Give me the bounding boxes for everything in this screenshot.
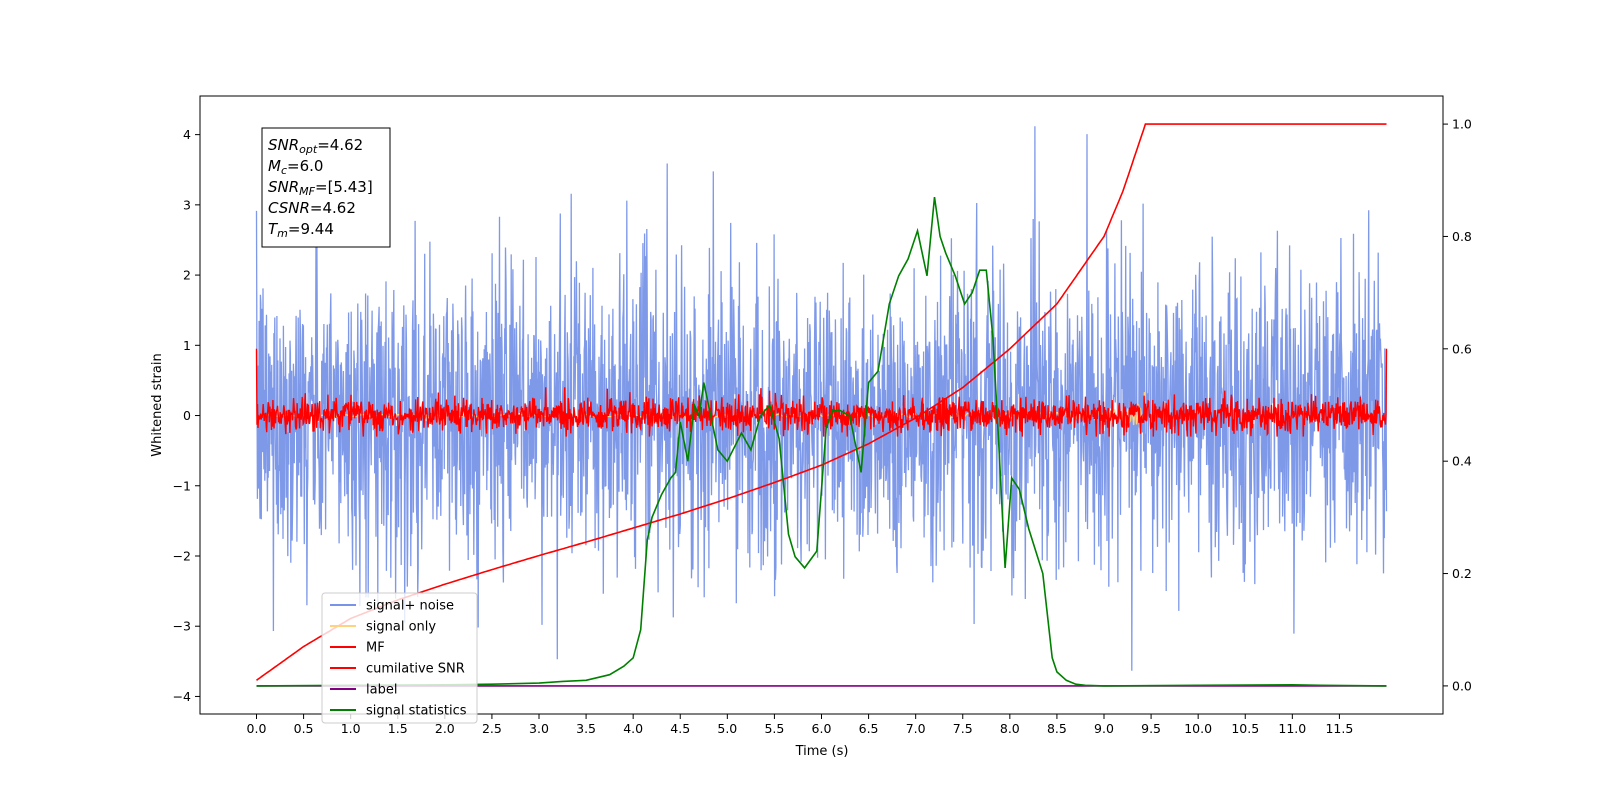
info-box-frame — [261, 127, 391, 248]
signal-statistics-series — [256, 196, 1387, 687]
x-tick-label: 3.5 — [576, 721, 596, 736]
legend: signal+ noise signal only MF cumilative SNR… — [321, 592, 478, 724]
x-tick-label: 1.5 — [388, 721, 408, 736]
info-box-line: SNRMF=[5.43] — [268, 178, 373, 198]
x-tick-label: 10.0 — [1184, 721, 1212, 736]
info-box-line: Mc=6.0 — [268, 157, 323, 177]
x-tick-label: 7.5 — [953, 721, 973, 736]
x-tick-label: 6.5 — [859, 721, 879, 736]
signal-noise-line — [255, 126, 1388, 671]
x-tick-label: 9.5 — [1141, 721, 1161, 736]
x-tick-label: 9.0 — [1094, 721, 1114, 736]
signal-statistics-line — [256, 196, 1387, 687]
y-tick-label: −2 — [173, 548, 191, 563]
y-tick-label: 1 — [183, 338, 191, 353]
legend-label: signal statistics — [366, 704, 467, 719]
x-axis: 0.0 0.5 1.0 1.5 2.0 2.5 3.0 3.5 4.0 4.5 5.0 5.5 6.0 6… — [247, 714, 1353, 736]
x-tick-label: 4.0 — [623, 721, 643, 736]
x-tick-label: 0.5 — [294, 721, 314, 736]
legend-label: cumilative SNR — [366, 662, 465, 677]
x-tick-label: 2.5 — [482, 721, 502, 736]
plot-area — [255, 123, 1388, 687]
x-axis-label: Time (s) — [795, 744, 849, 759]
y-right-tick-label: 1.0 — [1452, 117, 1472, 132]
info-value: =4.62 — [310, 199, 356, 217]
info-sub: c — [281, 164, 287, 177]
info-box-line: SNRopt=4.62 — [268, 136, 363, 156]
x-tick-label: 8.5 — [1047, 721, 1067, 736]
x-tick-label: 4.5 — [670, 721, 690, 736]
y-tick-label: 3 — [183, 197, 191, 212]
info-var: CSNR — [268, 199, 310, 217]
legend-label: MF — [366, 641, 385, 656]
info-sub: MF — [299, 185, 315, 198]
info-var: SNR — [268, 136, 299, 154]
legend-frame — [321, 592, 478, 724]
x-tick-label: 3.0 — [529, 721, 549, 736]
info-box: SNRopt=4.62Mc=6.0SNRMF=[5.43]CSNR=4.62Tm… — [261, 127, 391, 248]
y-right-tick-label: 0.6 — [1452, 341, 1472, 356]
y-tick-label: −1 — [173, 478, 191, 493]
x-tick-label: 1.0 — [341, 721, 361, 736]
signal-noise-series — [255, 126, 1388, 671]
info-box-line: Tm=9.44 — [268, 220, 334, 240]
x-tick-label: 10.5 — [1231, 721, 1259, 736]
info-var: T — [268, 220, 279, 238]
info-var: M — [268, 157, 281, 175]
info-box-line: CSNR=4.62 — [268, 199, 356, 217]
y-axis-right: 0.0 0.2 0.4 0.6 0.8 1.0 — [1443, 117, 1472, 693]
y-right-tick-label: 0.8 — [1452, 229, 1472, 244]
x-tick-label: 11.0 — [1278, 721, 1306, 736]
y-tick-label: −3 — [173, 619, 191, 634]
info-value: =6.0 — [287, 157, 323, 175]
y-axis-left: −4 −3 −2 −1 0 1 2 3 4 — [173, 127, 200, 704]
x-tick-label: 11.5 — [1325, 721, 1353, 736]
info-value: =4.62 — [317, 136, 363, 154]
mf-series — [255, 348, 1388, 437]
info-var: SNR — [268, 178, 299, 196]
x-tick-label: 0.0 — [247, 721, 267, 736]
info-value: =9.44 — [288, 220, 334, 238]
mf-line — [255, 348, 1388, 437]
x-tick-label: 7.0 — [906, 721, 926, 736]
y-tick-label: 4 — [183, 127, 191, 142]
y-right-tick-label: 0.0 — [1452, 678, 1472, 693]
x-tick-label: 5.5 — [764, 721, 784, 736]
x-tick-label: 6.0 — [812, 721, 832, 736]
y-right-tick-label: 0.2 — [1452, 566, 1472, 581]
cumulative-snr-line — [256, 123, 1387, 681]
legend-label: signal+ noise — [366, 599, 454, 614]
cumulative-snr-series — [256, 123, 1387, 681]
info-sub: m — [277, 227, 288, 240]
legend-label: label — [366, 683, 397, 698]
legend-label: signal only — [366, 620, 436, 635]
x-tick-label: 8.0 — [1000, 721, 1020, 736]
y-tick-label: −4 — [173, 689, 191, 704]
y-right-tick-label: 0.4 — [1452, 454, 1472, 469]
y-axis-label: Whitened strain — [150, 353, 165, 456]
info-sub: opt — [299, 143, 318, 156]
info-value: =[5.43] — [315, 178, 373, 196]
x-tick-label: 2.0 — [435, 721, 455, 736]
x-tick-label: 5.0 — [717, 721, 737, 736]
y-tick-label: 0 — [183, 408, 191, 423]
y-tick-label: 2 — [183, 268, 191, 283]
